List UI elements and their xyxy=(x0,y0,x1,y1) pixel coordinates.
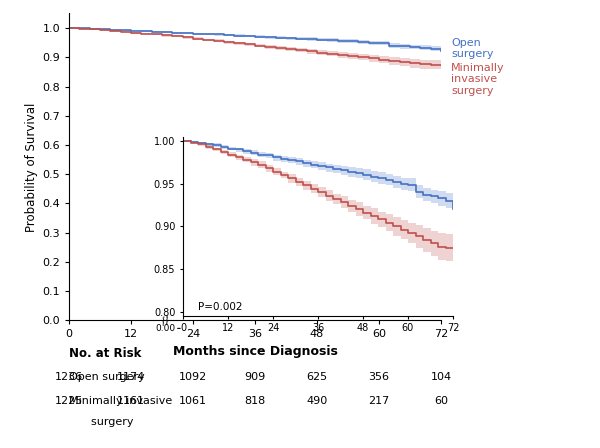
Text: Open
surgery: Open surgery xyxy=(451,38,494,59)
Text: //: // xyxy=(161,315,170,327)
Text: 1236: 1236 xyxy=(55,372,83,382)
Text: 1061: 1061 xyxy=(179,396,207,406)
Text: 1092: 1092 xyxy=(179,372,207,382)
Text: 818: 818 xyxy=(244,396,266,406)
Text: 625: 625 xyxy=(307,372,328,382)
Text: 1161: 1161 xyxy=(117,396,145,406)
Text: Open surgery: Open surgery xyxy=(69,372,145,382)
Text: Minimally
invasive
surgery: Minimally invasive surgery xyxy=(451,63,505,96)
Y-axis label: Probability of Survival: Probability of Survival xyxy=(25,102,38,232)
Text: 909: 909 xyxy=(244,372,266,382)
Text: Minimally invasive: Minimally invasive xyxy=(69,396,172,406)
Text: 356: 356 xyxy=(368,372,389,382)
Text: 217: 217 xyxy=(368,396,389,406)
Text: 1174: 1174 xyxy=(117,372,145,382)
Text: 104: 104 xyxy=(430,372,452,382)
Text: No. at Risk: No. at Risk xyxy=(69,347,142,360)
Text: surgery: surgery xyxy=(84,417,133,426)
Text: 0.00: 0.00 xyxy=(155,324,176,333)
Text: P=0.002: P=0.002 xyxy=(198,302,242,311)
Text: 60: 60 xyxy=(434,396,448,406)
Text: 490: 490 xyxy=(307,396,328,406)
X-axis label: Months since Diagnosis: Months since Diagnosis xyxy=(173,345,337,358)
Text: 1225: 1225 xyxy=(55,396,83,406)
